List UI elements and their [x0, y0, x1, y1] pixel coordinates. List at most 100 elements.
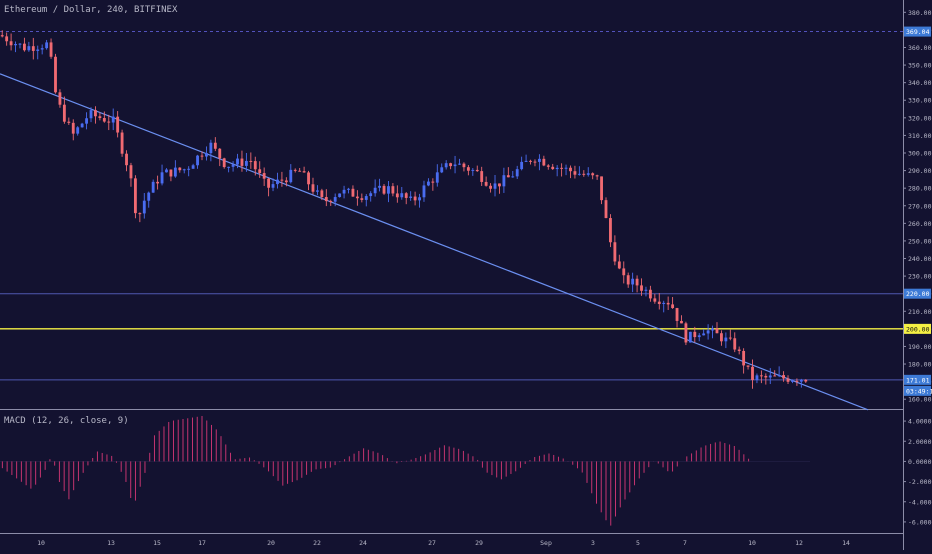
candle-body-down[interactable]	[657, 301, 661, 305]
candle-body-down[interactable]	[484, 181, 488, 186]
candle-body-up[interactable]	[338, 193, 342, 198]
candle-body-down[interactable]	[733, 338, 737, 350]
candle-body-up[interactable]	[755, 375, 759, 381]
candle-body-down[interactable]	[156, 181, 160, 184]
candle-body-up[interactable]	[426, 181, 430, 186]
candle-body-down[interactable]	[595, 175, 599, 177]
candle-body-up[interactable]	[209, 142, 213, 154]
candle-body-up[interactable]	[400, 193, 404, 198]
candle-body-down[interactable]	[351, 188, 355, 197]
candle-body-down[interactable]	[120, 132, 124, 154]
candle-body-down[interactable]	[533, 161, 537, 163]
candle-body-up[interactable]	[418, 197, 421, 201]
candle-body-up[interactable]	[369, 193, 373, 197]
candle-body-down[interactable]	[98, 116, 102, 119]
candle-body-up[interactable]	[276, 179, 279, 185]
candle-body-up[interactable]	[187, 168, 191, 170]
candle-body-down[interactable]	[218, 148, 222, 159]
candle-body-down[interactable]	[311, 184, 315, 192]
candle-body-down[interactable]	[569, 167, 572, 172]
candle-body-down[interactable]	[746, 365, 750, 367]
candle-body-up[interactable]	[702, 333, 706, 336]
candle-body-down[interactable]	[666, 302, 670, 305]
candle-body-down[interactable]	[71, 122, 75, 134]
candle-body-up[interactable]	[586, 173, 590, 175]
candle-body-up[interactable]	[662, 302, 666, 305]
candle-body-up[interactable]	[227, 166, 231, 168]
candle-body-up[interactable]	[422, 185, 426, 198]
candle-body-up[interactable]	[27, 46, 31, 51]
candle-body-down[interactable]	[640, 285, 643, 291]
candle-body-down[interactable]	[573, 171, 577, 175]
candle-body-down[interactable]	[395, 193, 399, 198]
candle-body-down[interactable]	[551, 166, 555, 170]
candle-body-up[interactable]	[471, 169, 475, 171]
candle-body-down[interactable]	[506, 175, 510, 178]
candle-body-down[interactable]	[258, 169, 262, 174]
candle-body-down[interactable]	[222, 158, 226, 168]
candle-body-up[interactable]	[435, 172, 439, 183]
candle-body-down[interactable]	[307, 172, 310, 185]
candle-body-down[interactable]	[31, 46, 35, 51]
candle-body-down[interactable]	[102, 118, 106, 122]
candle-body-up[interactable]	[453, 164, 457, 167]
candle-body-down[interactable]	[475, 169, 479, 172]
candle-body-down[interactable]	[786, 378, 790, 382]
candle-body-down[interactable]	[67, 121, 71, 123]
candle-body-up[interactable]	[520, 161, 524, 170]
candle-body-down[interactable]	[498, 183, 501, 187]
candle-body-down[interactable]	[466, 167, 470, 171]
candle-body-up[interactable]	[45, 42, 49, 49]
candle-body-up[interactable]	[644, 289, 648, 291]
candle-body-down[interactable]	[116, 116, 120, 133]
candle-body-down[interactable]	[542, 158, 546, 166]
candle-body-down[interactable]	[138, 213, 142, 215]
candle-body-up[interactable]	[191, 165, 195, 169]
candle-body-down[interactable]	[635, 278, 639, 286]
candle-body-down[interactable]	[94, 110, 97, 117]
candle-body-up[interactable]	[387, 186, 390, 194]
candle-body-up[interactable]	[555, 167, 559, 170]
trendline[interactable]	[0, 73, 869, 411]
candle-body-up[interactable]	[236, 158, 239, 165]
candle-body-up[interactable]	[80, 123, 84, 128]
candle-body-down[interactable]	[169, 169, 173, 177]
candle-body-down[interactable]	[329, 201, 333, 203]
candle-body-down[interactable]	[382, 185, 386, 194]
candle-body-down[interactable]	[298, 170, 302, 172]
candle-body-up[interactable]	[111, 116, 115, 123]
candle-body-down[interactable]	[320, 190, 324, 198]
candle-body-down[interactable]	[795, 380, 799, 382]
candle-body-down[interactable]	[49, 42, 53, 57]
candle-body-down[interactable]	[58, 92, 62, 105]
candle-body-up[interactable]	[768, 375, 772, 378]
candle-body-up[interactable]	[373, 187, 377, 194]
candle-body-down[interactable]	[591, 173, 595, 176]
candle-body-down[interactable]	[648, 289, 652, 299]
candle-body-down[interactable]	[54, 56, 57, 93]
candle-body-up[interactable]	[364, 196, 368, 200]
candle-body-up[interactable]	[89, 110, 93, 119]
candle-body-down[interactable]	[728, 337, 732, 339]
candle-body-down[interactable]	[178, 167, 182, 171]
candle-body-up[interactable]	[165, 169, 168, 173]
candle-body-down[interactable]	[680, 320, 683, 324]
candle-body-down[interactable]	[0, 35, 4, 37]
candle-body-up[interactable]	[697, 335, 701, 338]
candle-body-up[interactable]	[182, 169, 186, 171]
candle-body-up[interactable]	[14, 44, 17, 46]
candle-body-down[interactable]	[200, 155, 204, 157]
candle-body-down[interactable]	[253, 161, 257, 170]
candle-body-down[interactable]	[431, 181, 435, 183]
candle-body-down[interactable]	[391, 186, 395, 194]
candle-body-down[interactable]	[489, 185, 492, 189]
candle-body-down[interactable]	[355, 196, 359, 199]
candle-body-up[interactable]	[244, 160, 248, 166]
candle-body-down[interactable]	[22, 43, 26, 51]
candle-body-up[interactable]	[631, 278, 635, 285]
candle-body-down[interactable]	[529, 160, 532, 162]
candle-body-up[interactable]	[151, 181, 155, 193]
candle-body-up[interactable]	[777, 375, 781, 377]
candle-body-down[interactable]	[284, 180, 288, 183]
